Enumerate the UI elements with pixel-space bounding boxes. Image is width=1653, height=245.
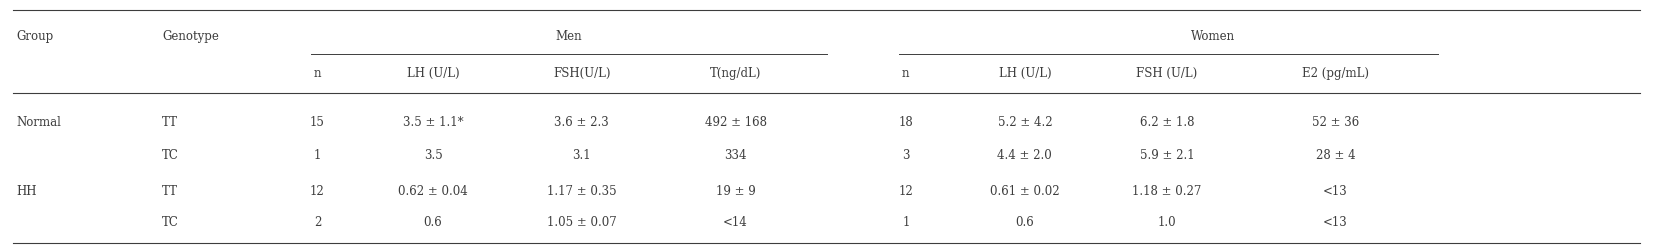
Text: Genotype: Genotype (162, 30, 218, 43)
Text: 3.1: 3.1 (572, 149, 592, 162)
Text: Normal: Normal (17, 116, 61, 129)
Text: <13: <13 (1324, 216, 1347, 230)
Text: 12: 12 (311, 184, 324, 198)
Text: FSH(U/L): FSH(U/L) (554, 67, 610, 80)
Text: 1.17 ± 0.35: 1.17 ± 0.35 (547, 184, 617, 198)
Text: 0.62 ± 0.04: 0.62 ± 0.04 (398, 184, 468, 198)
Text: TC: TC (162, 149, 179, 162)
Text: Group: Group (17, 30, 55, 43)
Text: LH (U/L): LH (U/L) (407, 67, 460, 80)
Text: 3: 3 (903, 149, 909, 162)
Text: FSH (U/L): FSH (U/L) (1136, 67, 1198, 80)
Text: 3.5 ± 1.1*: 3.5 ± 1.1* (403, 116, 463, 129)
Text: <14: <14 (724, 216, 747, 230)
Text: 18: 18 (899, 116, 912, 129)
Text: 334: 334 (724, 149, 747, 162)
Text: 3.5: 3.5 (423, 149, 443, 162)
Text: 15: 15 (311, 116, 324, 129)
Text: 0.6: 0.6 (423, 216, 443, 230)
Text: n: n (314, 67, 321, 80)
Text: E2 (pg/mL): E2 (pg/mL) (1303, 67, 1369, 80)
Text: 6.2 ± 1.8: 6.2 ± 1.8 (1141, 116, 1193, 129)
Text: 12: 12 (899, 184, 912, 198)
Text: <13: <13 (1324, 184, 1347, 198)
Text: 1.0: 1.0 (1157, 216, 1177, 230)
Text: LH (U/L): LH (U/L) (998, 67, 1051, 80)
Text: 1: 1 (903, 216, 909, 230)
Text: n: n (903, 67, 909, 80)
Text: 3.6 ± 2.3: 3.6 ± 2.3 (554, 116, 610, 129)
Text: 1: 1 (314, 149, 321, 162)
Text: 19 ± 9: 19 ± 9 (716, 184, 755, 198)
Text: 0.61 ± 0.02: 0.61 ± 0.02 (990, 184, 1060, 198)
Text: TC: TC (162, 216, 179, 230)
Text: 1.05 ± 0.07: 1.05 ± 0.07 (547, 216, 617, 230)
Text: 1.18 ± 0.27: 1.18 ± 0.27 (1132, 184, 1202, 198)
Text: TT: TT (162, 184, 179, 198)
Text: T(ng/dL): T(ng/dL) (709, 67, 762, 80)
Text: 5.2 ± 4.2: 5.2 ± 4.2 (997, 116, 1053, 129)
Text: 0.6: 0.6 (1015, 216, 1035, 230)
Text: Women: Women (1192, 30, 1235, 43)
Text: HH: HH (17, 184, 36, 198)
Text: 28 ± 4: 28 ± 4 (1316, 149, 1355, 162)
Text: Men: Men (555, 30, 582, 43)
Text: 492 ± 168: 492 ± 168 (704, 116, 767, 129)
Text: 5.9 ± 2.1: 5.9 ± 2.1 (1139, 149, 1195, 162)
Text: 52 ± 36: 52 ± 36 (1312, 116, 1359, 129)
Text: 4.4 ± 2.0: 4.4 ± 2.0 (997, 149, 1053, 162)
Text: TT: TT (162, 116, 179, 129)
Text: 2: 2 (314, 216, 321, 230)
